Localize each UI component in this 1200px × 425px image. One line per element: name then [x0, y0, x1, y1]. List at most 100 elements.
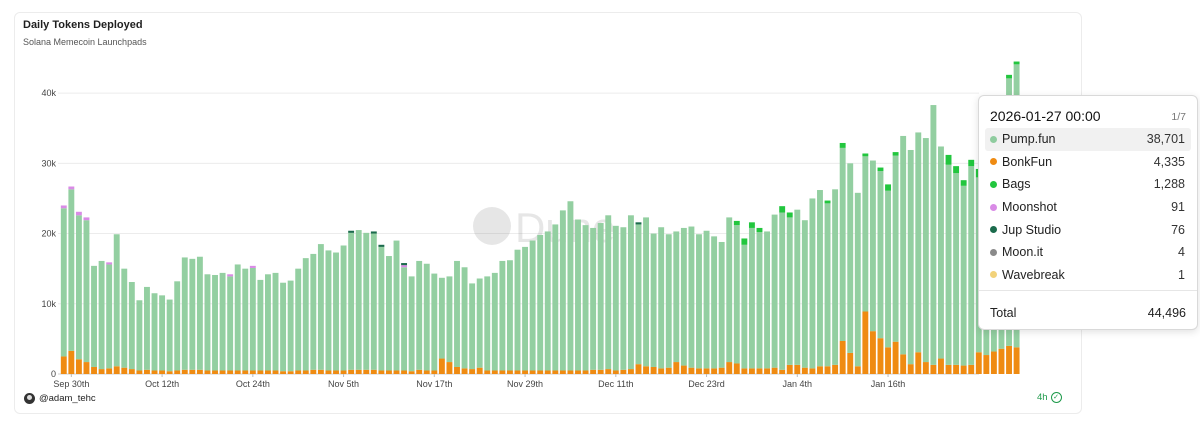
series-dot-icon	[990, 203, 997, 211]
bonkfun-segment	[764, 368, 770, 374]
pumpfun-segment	[900, 135, 907, 355]
pumpfun-segment	[726, 217, 733, 363]
pumpfun-segment	[393, 240, 400, 371]
bonkfun-segment	[401, 370, 408, 374]
bonkfun-segment	[741, 368, 748, 374]
bonkfun-segment	[280, 371, 287, 374]
tooltip-series-value: 38,701	[1146, 132, 1185, 147]
bonkfun-segment	[68, 350, 75, 374]
bonkfun-segment	[968, 364, 975, 374]
pumpfun-segment	[499, 260, 506, 371]
pumpfun-segment	[242, 268, 249, 371]
bags-segment	[786, 212, 793, 218]
bonkfun-segment	[189, 369, 196, 374]
bonkfun-segment	[1006, 345, 1012, 374]
pumpfun-segment	[491, 272, 498, 371]
bags-segment	[945, 154, 952, 165]
tooltip-series-value: 1,288	[1153, 177, 1185, 192]
tooltip-series-name: BonkFun	[1002, 154, 1053, 169]
bonkfun-segment	[204, 370, 211, 374]
bonkfun-segment	[938, 358, 944, 374]
tooltip-series-value: 1	[1178, 267, 1185, 282]
pumpfun-segment	[144, 286, 150, 370]
pumpfun-segment	[938, 146, 944, 359]
pumpfun-segment	[68, 189, 75, 351]
bonkfun-segment	[159, 370, 166, 374]
bonkfun-segment	[605, 369, 612, 374]
tooltip-series-list: Pump.fun 38,701 BonkFun 4,335 Bags 1,288 Moons…	[985, 128, 1191, 286]
pumpfun-segment	[658, 227, 665, 369]
pumpfun-segment	[794, 209, 801, 365]
refresh-badge[interactable]: 4h ✓	[1037, 392, 1062, 403]
refresh-interval: 4h	[1037, 392, 1048, 403]
bonkfun-segment	[461, 368, 468, 374]
bonkfun-segment	[620, 369, 627, 374]
bonkfun-segment	[423, 370, 430, 374]
pumpfun-segment	[469, 283, 476, 370]
pumpfun-segment	[151, 293, 158, 371]
pumpfun-segment	[635, 224, 642, 365]
bonkfun-segment	[83, 362, 90, 374]
bonkfun-segment	[854, 366, 861, 374]
bonkfun-segment	[144, 369, 150, 374]
x-tick-label: Dec 23rd	[688, 379, 725, 389]
author-tag[interactable]: @adam_tehc	[24, 393, 96, 404]
pumpfun-segment	[688, 226, 695, 368]
bonkfun-segment	[627, 369, 634, 374]
y-tick-label: 0	[51, 369, 56, 379]
pumpfun-segment	[575, 219, 581, 371]
bonkfun-segment	[907, 364, 914, 374]
pumpfun-segment	[930, 105, 937, 365]
bags-segment	[1013, 61, 1020, 65]
x-tick-label: Sep 30th	[53, 379, 89, 389]
pumpfun-segment	[764, 231, 770, 369]
pumpfun-segment	[544, 231, 551, 371]
tooltip-row: Moon.it 4	[985, 241, 1191, 264]
pumpfun-segment	[325, 250, 332, 371]
bonkfun-segment	[446, 362, 453, 374]
series-dot-icon	[990, 180, 997, 188]
bonkfun-segment	[454, 366, 460, 374]
pumpfun-segment	[91, 265, 97, 367]
bonkfun-segment	[491, 370, 498, 374]
bonkfun-segment	[953, 364, 960, 374]
pumpfun-segment	[627, 215, 634, 370]
pumpfun-segment	[582, 225, 589, 371]
chart-tooltip: 2026-01-27 00:00 1/7 Pump.fun 38,701 BonkF…	[978, 95, 1198, 330]
tooltip-row: Bags 1,288	[985, 173, 1191, 196]
bonkfun-segment	[431, 370, 438, 374]
bonkfun-segment	[771, 367, 778, 374]
bags-segment	[862, 153, 869, 157]
bonkfun-segment	[726, 362, 733, 374]
bonkfun-segment	[665, 367, 672, 374]
tooltip-series-value: 91	[1171, 200, 1185, 215]
series-dot-icon	[990, 135, 997, 143]
x-tick-label: Jan 4th	[783, 379, 813, 389]
x-tick-label: Dec 11th	[598, 379, 633, 389]
bonkfun-segment	[567, 370, 574, 374]
pumpfun-segment	[953, 173, 960, 365]
pumpfun-segment	[484, 276, 491, 371]
bonkfun-segment	[506, 370, 513, 374]
bonkfun-segment	[748, 368, 755, 374]
bonkfun-segment	[469, 369, 476, 374]
bags-segment	[953, 166, 960, 174]
pumpfun-segment	[514, 249, 521, 371]
pumpfun-segment	[212, 274, 218, 371]
pumpfun-segment	[401, 267, 408, 371]
tooltip-row: Jup Studio 76	[985, 218, 1191, 241]
tooltip-page[interactable]: 1/7	[1171, 111, 1186, 123]
bags-segment	[839, 142, 846, 148]
bonkfun-segment	[832, 364, 839, 374]
pumpfun-segment	[159, 295, 166, 371]
bags-segment	[960, 180, 967, 186]
bonkfun-segment	[575, 370, 581, 374]
pumpfun-segment	[567, 201, 574, 371]
bonkfun-segment	[696, 368, 702, 374]
pumpfun-segment	[128, 282, 135, 370]
bonkfun-segment	[416, 369, 423, 374]
bonkfun-segment	[408, 371, 415, 374]
pumpfun-segment	[370, 233, 377, 370]
pumpfun-segment	[892, 155, 899, 342]
